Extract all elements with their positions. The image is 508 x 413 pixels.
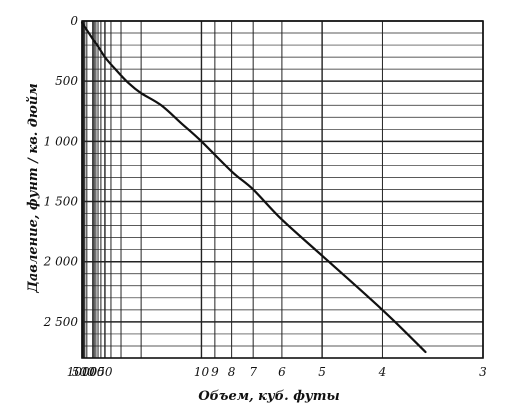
y-tick-label: 2 000 [43, 255, 79, 269]
x-tick-label: 4 [378, 365, 387, 379]
y-tick-label: 1 500 [44, 195, 79, 209]
y-axis-title: Давление, фунт / кв. дюйм [26, 83, 41, 293]
x-tick-label: 8 [228, 365, 236, 379]
x-tick-label: 3 [479, 365, 487, 379]
y-tick-label: 1 000 [44, 134, 79, 148]
pressure-volume-curve [82, 23, 425, 352]
y-tick-label: 2 500 [43, 315, 79, 329]
y-tick-label: 0 [70, 14, 78, 28]
x-tick-label: 50 [97, 365, 113, 379]
series-layer [82, 23, 425, 352]
x-axis-title: Объем, куб. футы [198, 389, 339, 404]
x-tick-label: 9 [211, 365, 219, 379]
grid-layer [82, 21, 483, 358]
x-tick-label: 10 [194, 365, 210, 379]
x-tick-label: 5 [318, 365, 326, 379]
x-tick-label: 6 [278, 365, 286, 379]
y-tick-labels: 0 500 1 000 1 500 2 000 2 500 [43, 14, 79, 329]
y-tick-label: 500 [55, 74, 78, 88]
x-tick-label: 7 [249, 365, 257, 379]
